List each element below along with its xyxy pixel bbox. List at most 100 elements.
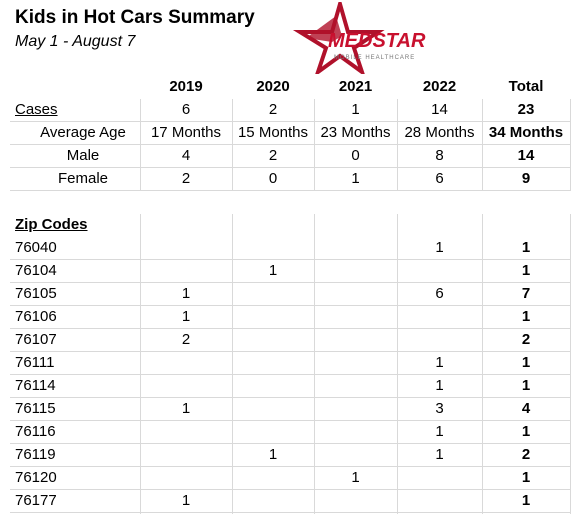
row-line [10, 420, 570, 421]
row-label: 76120 [15, 469, 57, 486]
row-line [10, 167, 570, 168]
row-line [10, 121, 570, 122]
cell: 8 [435, 147, 444, 164]
cell: 1 [268, 446, 278, 463]
column-line [570, 214, 571, 514]
row-line [10, 489, 570, 490]
row-label: Cases [15, 101, 58, 118]
total-cell: 1 [521, 262, 531, 279]
column-header: 2020 [256, 78, 290, 95]
column-line [314, 214, 315, 514]
cell: 28 Months [404, 124, 475, 141]
row-label: 76040 [15, 239, 57, 256]
row-line [10, 374, 570, 375]
column-line [570, 99, 571, 191]
cell: 1 [351, 170, 360, 187]
column-header: 2022 [422, 78, 457, 95]
row-label: Male [66, 147, 100, 164]
cell: 1 [181, 308, 191, 325]
row-label: 76104 [15, 262, 57, 279]
row-line [10, 144, 570, 145]
total-cell: 1 [521, 354, 531, 371]
title: Kids in Hot Cars Summary [15, 7, 255, 28]
row-label: 76106 [15, 308, 57, 325]
row-line [10, 351, 570, 352]
row-label: 76119 [15, 446, 56, 463]
total-cell: 1 [521, 492, 531, 509]
column-line [397, 214, 398, 514]
row-label: 76114 [15, 377, 56, 394]
cell: 6 [181, 101, 191, 118]
total-cell: 1 [521, 423, 531, 440]
cell: 1 [435, 239, 444, 256]
cell: 1 [435, 377, 444, 394]
cell: 3 [435, 400, 444, 417]
total-cell: 9 [521, 170, 531, 187]
column-header: Total [508, 78, 544, 95]
column-header: 2021 [338, 78, 373, 95]
cell: 1 [351, 469, 360, 486]
row-label: Female [57, 170, 109, 187]
row-line [10, 328, 570, 329]
column-line [232, 214, 233, 514]
row-label: 76105 [15, 285, 57, 302]
cell: 15 Months [237, 124, 309, 141]
total-cell: 1 [521, 308, 531, 325]
column-line [482, 214, 483, 514]
row-line [10, 305, 570, 306]
cell: 6 [435, 285, 444, 302]
cell: 0 [351, 147, 360, 164]
row-label: 76177 [15, 492, 57, 509]
total-cell: 2 [521, 446, 531, 463]
row-label: 76115 [15, 400, 56, 417]
total-cell: 2 [521, 331, 531, 348]
cell: 2 [268, 101, 278, 118]
cell: 0 [268, 170, 278, 187]
cell: 1 [181, 492, 191, 509]
cell: 23 Months [320, 124, 391, 141]
subtitle: May 1 - August 7 [15, 33, 136, 50]
cell: 1 [435, 354, 444, 371]
row-label: 76116 [15, 423, 56, 440]
column-line [232, 99, 233, 191]
row-line [10, 190, 570, 191]
cell: 1 [181, 400, 191, 417]
cell: 1 [435, 446, 444, 463]
total-cell: 1 [521, 469, 531, 486]
row-line [10, 397, 570, 398]
cell: 17 Months [150, 124, 222, 141]
total-cell: 23 [517, 101, 535, 118]
cell: 2 [181, 331, 191, 348]
row-label: 76111 [15, 354, 55, 371]
column-line [397, 99, 398, 191]
row-line [10, 466, 570, 467]
row-line [10, 282, 570, 283]
row-line [10, 512, 570, 513]
column-header: 2019 [169, 78, 203, 95]
total-cell: 34 Months [488, 124, 564, 141]
cell: 2 [181, 170, 191, 187]
cell: 1 [435, 423, 444, 440]
total-cell: 7 [521, 285, 531, 302]
total-cell: 14 [517, 147, 535, 164]
cell: 2 [268, 147, 278, 164]
column-line [482, 99, 483, 191]
row-line [10, 443, 570, 444]
cell: 14 [431, 101, 448, 118]
column-line [140, 99, 141, 191]
row-label: 76107 [15, 331, 57, 348]
cell: 1 [268, 262, 278, 279]
cell: 1 [181, 285, 191, 302]
row-line [10, 259, 570, 260]
column-line [314, 99, 315, 191]
total-cell: 1 [521, 377, 531, 394]
cell: 1 [351, 101, 360, 118]
zip-heading: Zip Codes [15, 216, 88, 233]
total-cell: 1 [521, 239, 531, 256]
logo-name: MEDSTAR [328, 30, 426, 52]
cell: 6 [435, 170, 444, 187]
column-line [140, 214, 141, 514]
row-label: Average Age [40, 124, 126, 141]
logo-tagline: MOBILE HEALTHCARE [334, 55, 415, 61]
